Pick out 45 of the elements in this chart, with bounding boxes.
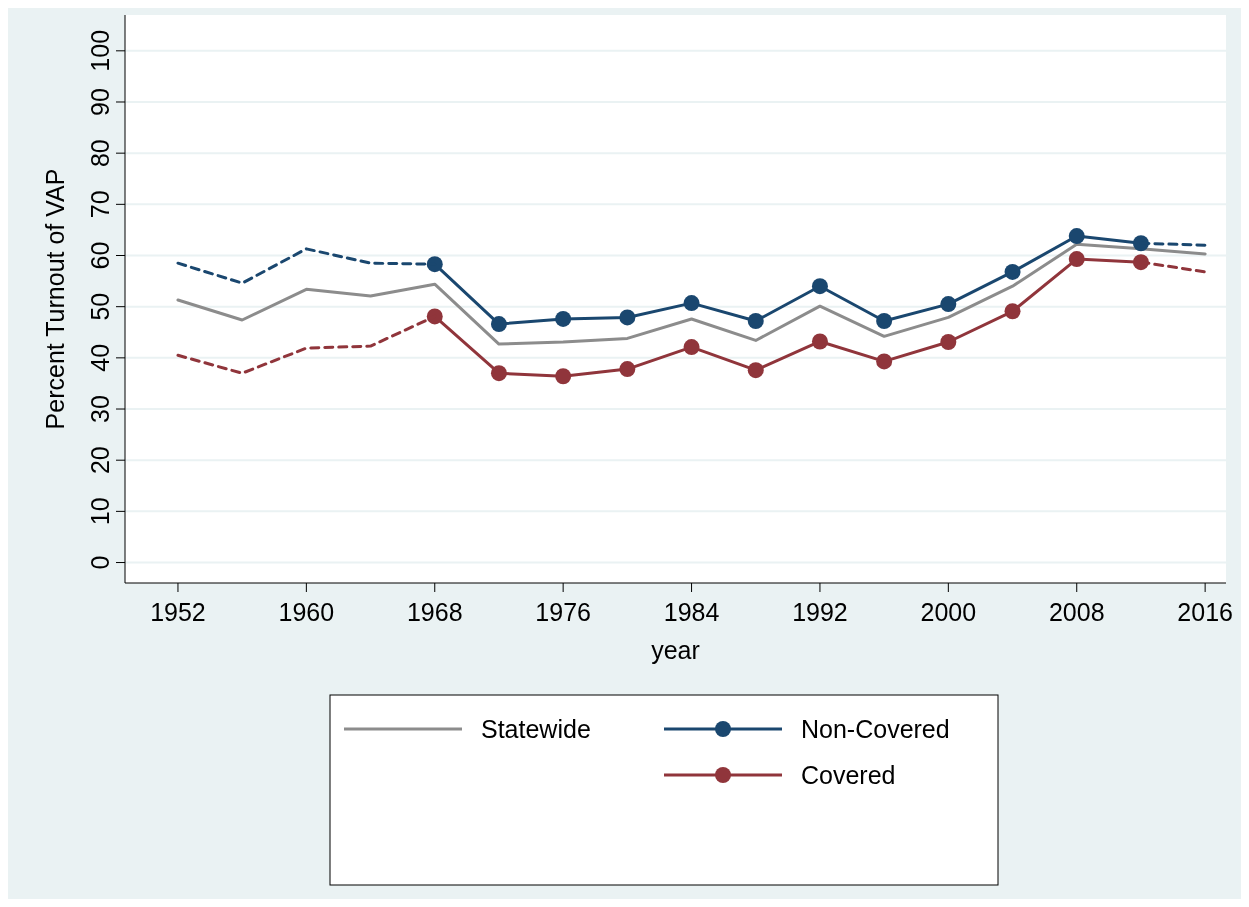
point [683, 339, 700, 356]
x-axis-title: year [651, 636, 700, 664]
y-tick-label: 50 [86, 292, 114, 321]
y-tick-label: 0 [86, 555, 114, 570]
x-tick-label: 1968 [406, 598, 463, 626]
point [1004, 303, 1021, 320]
point [876, 313, 893, 329]
point [747, 362, 764, 379]
point [1068, 228, 1085, 245]
y-tick-label: 30 [86, 395, 114, 423]
x-tick-label: 1984 [663, 598, 720, 626]
point [1068, 251, 1085, 268]
y-tick-label: 100 [86, 29, 114, 72]
point [811, 278, 828, 295]
y-tick-label: 20 [86, 446, 114, 475]
x-tick-label: 1976 [535, 598, 591, 626]
x-tick-label: 1992 [792, 598, 848, 626]
point [811, 333, 828, 350]
y-tick-label: 70 [86, 190, 114, 219]
legend-label: Non-Covered [801, 715, 950, 743]
x-tick-label: 2000 [920, 598, 977, 626]
point [747, 313, 764, 329]
point [940, 333, 957, 350]
y-tick-label: 10 [86, 497, 114, 526]
point [490, 365, 507, 382]
x-tick-label: 2008 [1048, 598, 1105, 626]
point [1004, 263, 1021, 280]
legend-label: Statewide [481, 715, 591, 743]
x-tick-label: 2016 [1177, 598, 1233, 626]
point [683, 295, 700, 312]
point [555, 368, 572, 385]
legend-label: Covered [801, 761, 896, 789]
point [555, 310, 572, 327]
y-tick-label: 60 [86, 241, 114, 270]
x-tick-label: 1952 [150, 598, 206, 626]
y-tick-label: 40 [86, 343, 114, 372]
point [876, 353, 893, 370]
y-axis-title: Percent Turnout of VAP [41, 168, 69, 430]
point [940, 296, 957, 313]
point [619, 361, 636, 378]
y-tick-label: 90 [86, 88, 114, 116]
x-tick-label: 1960 [278, 598, 335, 626]
point [490, 316, 507, 333]
point [619, 309, 636, 326]
y-tick-label: 80 [86, 139, 114, 168]
